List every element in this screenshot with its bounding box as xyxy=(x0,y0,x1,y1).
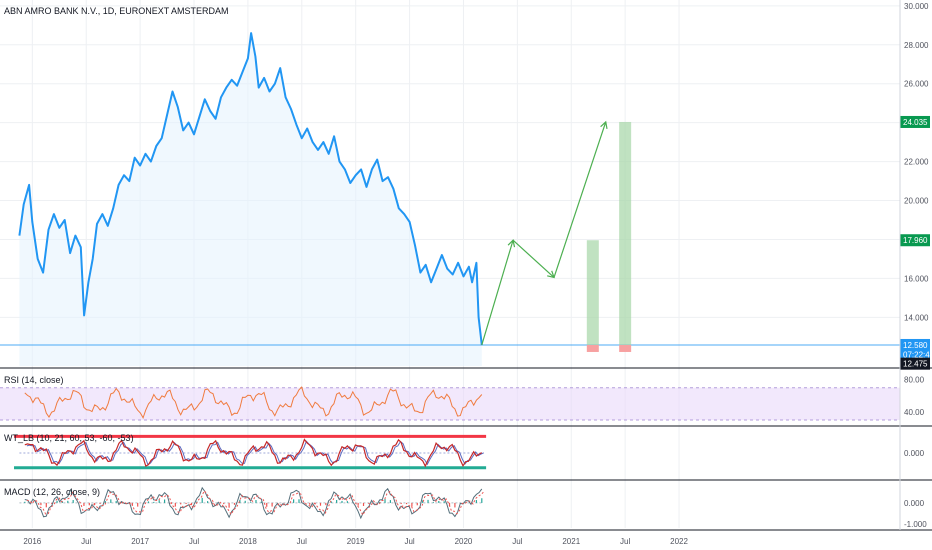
target-zone-bar xyxy=(619,121,632,345)
target-zone-bar xyxy=(586,240,599,345)
price-tag-label: 17.960 xyxy=(903,236,928,245)
rsi-line xyxy=(24,386,483,420)
price-tag-box xyxy=(900,115,930,128)
price-line xyxy=(18,32,483,346)
price-tag-box xyxy=(900,234,930,247)
y-tick-label: 14.000 xyxy=(904,313,929,322)
x-tick-label: 2022 xyxy=(670,537,688,546)
chart-title: ABN AMRO BANK N.V., 1D, EURONEXT AMSTERD… xyxy=(4,6,229,16)
wt-title: WT_LB (10, 21, 60, 53, -60, -53) xyxy=(4,433,134,443)
x-tick-label: Jul xyxy=(512,537,522,546)
wt1-line xyxy=(24,438,483,468)
y-tick-label: 20.000 xyxy=(904,197,929,206)
x-tick-label: Jul xyxy=(620,537,630,546)
x-tick-label: 2019 xyxy=(347,537,365,546)
y-tick-label: 22.000 xyxy=(904,158,929,167)
rsi-title: RSI (14, close) xyxy=(4,375,64,385)
price-tag-label: 07:22:40 xyxy=(903,351,932,360)
x-tick-label: 2017 xyxy=(131,537,149,546)
x-tick-label: Jul xyxy=(81,537,91,546)
price-area-fill xyxy=(19,33,482,366)
stop-zone-bar xyxy=(619,344,632,352)
x-tick-label: Jul xyxy=(297,537,307,546)
wt-y-tick: 0.000 xyxy=(904,449,925,458)
stop-zone-bar xyxy=(586,344,599,352)
macd-title: MACD (12, 26, close, 9) xyxy=(4,487,100,497)
y-tick-label: 30.000 xyxy=(904,2,929,11)
projection-arrow-line xyxy=(553,121,607,278)
y-tick-label: 26.000 xyxy=(904,80,929,89)
price-tag-label: 24.035 xyxy=(903,118,928,127)
macd-y-tick: 0.000 xyxy=(904,499,925,508)
rsi-y-tick: 80.00 xyxy=(904,376,925,385)
rsi-y-tick: 40.00 xyxy=(904,408,925,417)
projection-arrow-line xyxy=(481,240,514,346)
x-tick-label: Jul xyxy=(189,537,199,546)
x-tick-label: Jul xyxy=(404,537,414,546)
price-tag-label: 12.580 xyxy=(903,341,928,350)
macd-signal-line xyxy=(26,489,485,517)
x-tick-label: 2016 xyxy=(23,537,41,546)
projection-arrow-head xyxy=(600,120,608,129)
wt2-line xyxy=(26,440,485,466)
price-tag-box xyxy=(900,338,930,351)
price-tag-box xyxy=(900,357,930,370)
price-tag-label: 12.475 xyxy=(903,360,928,369)
y-tick-label: 28.000 xyxy=(904,41,929,50)
rsi-band xyxy=(0,387,900,420)
x-tick-label: 2020 xyxy=(455,537,473,546)
projection-arrow-line xyxy=(512,239,555,278)
x-tick-label: 2018 xyxy=(239,537,257,546)
macd-y-tick: -1.000 xyxy=(904,520,927,529)
y-tick-label: 16.000 xyxy=(904,274,929,283)
x-tick-label: 2021 xyxy=(562,537,580,546)
